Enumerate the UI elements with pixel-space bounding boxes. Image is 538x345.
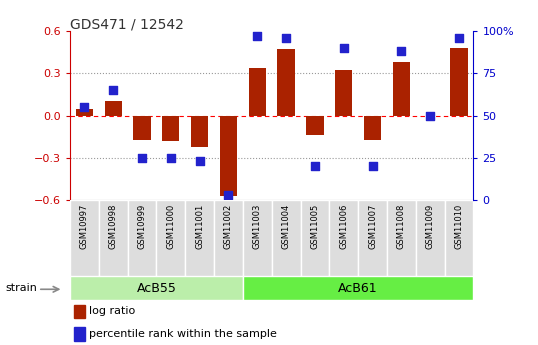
Point bbox=[167, 155, 175, 161]
Text: GSM10999: GSM10999 bbox=[138, 204, 146, 249]
FancyBboxPatch shape bbox=[444, 200, 473, 276]
Point bbox=[109, 87, 117, 93]
Bar bbox=[133, 116, 151, 139]
Text: GSM10998: GSM10998 bbox=[109, 204, 118, 249]
Bar bbox=[74, 327, 85, 341]
FancyBboxPatch shape bbox=[70, 200, 99, 276]
FancyBboxPatch shape bbox=[157, 200, 185, 276]
FancyBboxPatch shape bbox=[99, 200, 128, 276]
Point bbox=[310, 164, 319, 169]
Bar bbox=[191, 116, 208, 147]
Text: GSM11000: GSM11000 bbox=[166, 204, 175, 249]
Text: GSM11003: GSM11003 bbox=[253, 204, 262, 249]
Bar bbox=[249, 68, 266, 116]
FancyBboxPatch shape bbox=[358, 200, 387, 276]
Text: GSM11009: GSM11009 bbox=[426, 204, 435, 249]
Text: GSM11004: GSM11004 bbox=[281, 204, 291, 249]
Text: AcB61: AcB61 bbox=[338, 282, 378, 295]
Point bbox=[368, 164, 377, 169]
Point bbox=[253, 33, 261, 39]
Bar bbox=[450, 48, 468, 116]
Point bbox=[397, 49, 406, 54]
Bar bbox=[278, 49, 295, 116]
Text: GSM11002: GSM11002 bbox=[224, 204, 233, 249]
Bar bbox=[74, 305, 85, 318]
Text: GSM11010: GSM11010 bbox=[455, 204, 464, 249]
Bar bbox=[220, 116, 237, 196]
Text: GSM10997: GSM10997 bbox=[80, 204, 89, 249]
Point bbox=[224, 192, 233, 198]
Bar bbox=[104, 101, 122, 116]
Text: percentile rank within the sample: percentile rank within the sample bbox=[89, 329, 277, 339]
Point bbox=[339, 45, 348, 51]
Bar bbox=[162, 116, 180, 141]
FancyBboxPatch shape bbox=[272, 200, 301, 276]
FancyBboxPatch shape bbox=[243, 276, 473, 300]
FancyBboxPatch shape bbox=[416, 200, 444, 276]
Bar bbox=[364, 116, 381, 139]
FancyBboxPatch shape bbox=[185, 200, 214, 276]
Text: strain: strain bbox=[5, 283, 37, 293]
Text: GSM11006: GSM11006 bbox=[339, 204, 348, 249]
FancyBboxPatch shape bbox=[214, 200, 243, 276]
FancyBboxPatch shape bbox=[128, 200, 157, 276]
Text: GSM11007: GSM11007 bbox=[368, 204, 377, 249]
FancyBboxPatch shape bbox=[243, 200, 272, 276]
Text: GSM11001: GSM11001 bbox=[195, 204, 204, 249]
Point bbox=[80, 104, 89, 110]
FancyBboxPatch shape bbox=[387, 200, 416, 276]
FancyBboxPatch shape bbox=[301, 200, 329, 276]
Point bbox=[195, 158, 204, 164]
Point bbox=[282, 35, 291, 41]
Text: AcB55: AcB55 bbox=[137, 282, 176, 295]
Bar bbox=[335, 70, 352, 116]
FancyBboxPatch shape bbox=[329, 200, 358, 276]
Text: GDS471 / 12542: GDS471 / 12542 bbox=[70, 17, 184, 31]
Bar bbox=[306, 116, 323, 135]
Text: GSM11008: GSM11008 bbox=[397, 204, 406, 249]
Text: log ratio: log ratio bbox=[89, 306, 135, 316]
Point bbox=[455, 35, 463, 41]
Bar bbox=[393, 62, 410, 116]
Text: GSM11005: GSM11005 bbox=[310, 204, 320, 249]
Point bbox=[138, 155, 146, 161]
Bar bbox=[76, 109, 93, 116]
Point bbox=[426, 113, 435, 118]
FancyBboxPatch shape bbox=[70, 276, 243, 300]
